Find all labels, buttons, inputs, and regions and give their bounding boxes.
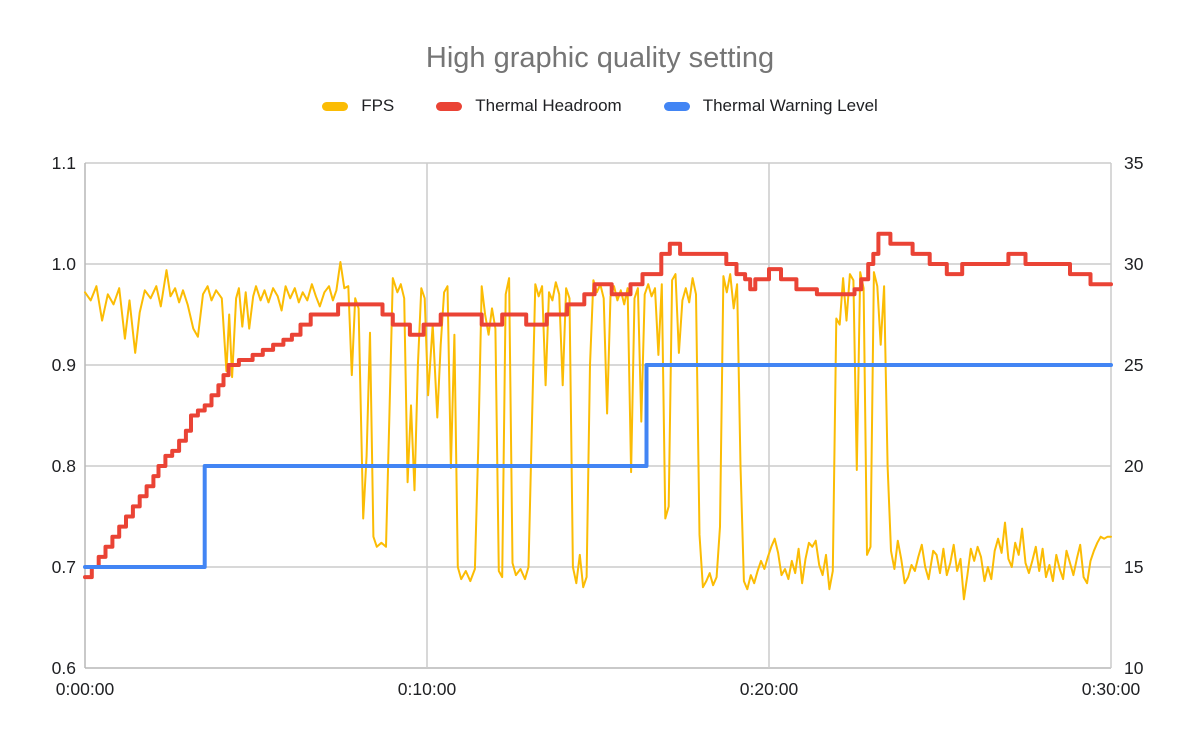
y-right-tick-label: 35 <box>1124 153 1143 173</box>
x-tick-label: 0:10:00 <box>398 679 457 699</box>
legend-label-thermal-headroom: Thermal Headroom <box>475 96 622 115</box>
legend-item-fps: FPS <box>322 96 394 116</box>
y-right-tick-label: 20 <box>1124 456 1144 476</box>
legend-item-thermal-warning-level: Thermal Warning Level <box>663 96 878 116</box>
y-left-tick-label: 0.8 <box>52 456 76 476</box>
x-tick-label: 0:00:00 <box>56 679 115 699</box>
thermal-headroom-series-swatch <box>436 101 463 111</box>
x-tick-label: 0:30:00 <box>1082 679 1141 699</box>
y-left-tick-label: 0.7 <box>52 557 76 577</box>
y-left-tick-label: 0.9 <box>52 355 76 375</box>
x-tick-label: 0:20:00 <box>740 679 799 699</box>
y-left-tick-label: 1.0 <box>52 254 77 274</box>
y-left-tick-label: 0.6 <box>52 658 76 678</box>
y-right-tick-label: 10 <box>1124 658 1144 678</box>
y-left-tick-label: 1.1 <box>52 153 76 173</box>
legend-label-thermal-warning-level: Thermal Warning Level <box>702 96 878 115</box>
thermal-warning-level-series-swatch <box>663 101 690 111</box>
fps-series-swatch <box>322 101 349 111</box>
legend-label-fps: FPS <box>361 96 395 115</box>
y-right-tick-label: 30 <box>1124 254 1144 274</box>
chart-title: High graphic quality setting <box>425 42 775 74</box>
series-line-thermal-warning-level <box>83 363 1113 569</box>
legend: FPS Thermal Headroom Thermal Warning Lev… <box>0 96 1200 116</box>
y-right-tick-label: 25 <box>1124 355 1143 375</box>
legend-item-thermal-headroom: Thermal Headroom <box>436 96 622 116</box>
series-line-thermal-headroom <box>83 231 1113 580</box>
series-line-fps <box>84 261 1112 601</box>
y-right-tick-label: 15 <box>1124 557 1143 577</box>
